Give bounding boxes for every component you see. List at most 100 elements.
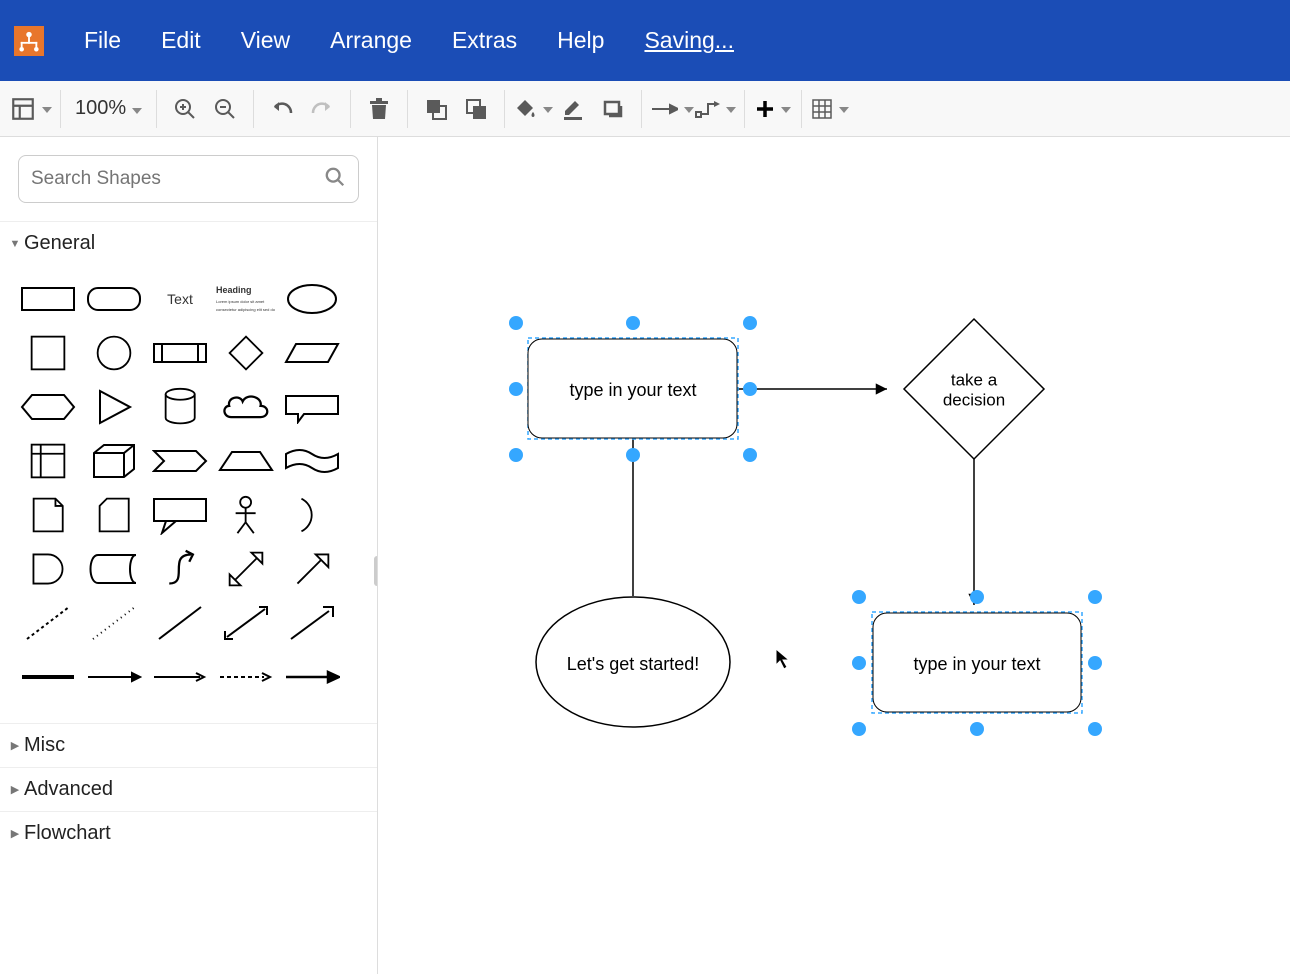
shape-connector-thick[interactable]	[18, 655, 78, 699]
shape-cloud[interactable]	[216, 385, 276, 429]
selection-handle[interactable]	[626, 448, 640, 462]
shape-line-bidir[interactable]	[216, 601, 276, 645]
selection-handle[interactable]	[1088, 722, 1102, 736]
selection-handle[interactable]	[509, 448, 523, 462]
delete-button[interactable]	[359, 89, 399, 129]
selection-handle[interactable]	[852, 656, 866, 670]
category-advanced[interactable]: Advanced	[0, 767, 377, 811]
zoom-value: 100%	[75, 97, 126, 120]
connection-style-button[interactable]	[650, 89, 694, 129]
shape-process[interactable]	[150, 331, 210, 375]
shape-dashed-line[interactable]	[18, 601, 78, 645]
shape-hexagon[interactable]	[18, 385, 78, 429]
node-rect2-text: type in your text	[913, 654, 1040, 674]
category-label: Misc	[24, 734, 65, 757]
shape-callout-rect[interactable]	[282, 385, 342, 429]
shape-line-arrow[interactable]	[282, 601, 342, 645]
shape-data-storage[interactable]	[84, 547, 144, 591]
selection-handle[interactable]	[743, 382, 757, 396]
search-icon	[324, 166, 346, 193]
shape-diamond[interactable]	[216, 331, 276, 375]
shape-curve[interactable]	[150, 547, 210, 591]
shape-line[interactable]	[150, 601, 210, 645]
shape-arrow[interactable]	[282, 547, 342, 591]
shape-tape[interactable]	[282, 439, 342, 483]
shape-callout[interactable]	[150, 493, 210, 537]
menu-help[interactable]: Help	[557, 27, 604, 54]
selection-handle[interactable]	[970, 590, 984, 604]
line-color-button[interactable]	[553, 89, 593, 129]
workspace: General Text HeadingLorem ipsum dolor si…	[0, 137, 1290, 974]
shape-card[interactable]	[84, 493, 144, 537]
shape-cylinder[interactable]	[150, 385, 210, 429]
category-flowchart[interactable]: Flowchart	[0, 811, 377, 855]
fill-color-button[interactable]	[513, 89, 553, 129]
shape-and[interactable]	[18, 547, 78, 591]
shadow-button[interactable]	[593, 89, 633, 129]
menu-view[interactable]: View	[241, 27, 290, 54]
shape-connector-open-arrow[interactable]	[150, 655, 210, 699]
shape-circle[interactable]	[84, 331, 144, 375]
shape-internal-storage[interactable]	[18, 439, 78, 483]
menu-arrange[interactable]: Arrange	[330, 27, 412, 54]
zoom-select[interactable]: 100%	[69, 97, 148, 120]
shape-connector-dashed-arrow[interactable]	[216, 655, 276, 699]
category-label: General	[24, 232, 95, 255]
menu-file[interactable]: File	[84, 27, 121, 54]
shape-connector-filled-arrow[interactable]	[282, 655, 342, 699]
app-logo[interactable]	[14, 26, 44, 56]
menu-edit[interactable]: Edit	[161, 27, 201, 54]
category-label: Flowchart	[24, 822, 111, 845]
node-ellipse[interactable]: Let's get started!	[536, 597, 730, 727]
selection-handle[interactable]	[626, 316, 640, 330]
selection-handle[interactable]	[1088, 590, 1102, 604]
shape-rectangle[interactable]	[18, 277, 78, 321]
selection-handle[interactable]	[970, 722, 984, 736]
shape-cube[interactable]	[84, 439, 144, 483]
shape-ellipse[interactable]	[282, 277, 342, 321]
shape-text[interactable]: Text	[150, 277, 210, 321]
menu-extras[interactable]: Extras	[452, 27, 517, 54]
selection-handle[interactable]	[509, 382, 523, 396]
to-front-button[interactable]	[416, 89, 456, 129]
selection-handle[interactable]	[743, 316, 757, 330]
to-back-button[interactable]	[456, 89, 496, 129]
shape-square[interactable]	[18, 331, 78, 375]
waypoints-button[interactable]	[694, 89, 736, 129]
diagram-canvas[interactable]: type in your text take a decision Let's …	[378, 137, 1290, 974]
shape-note[interactable]	[18, 493, 78, 537]
zoom-out-button[interactable]	[205, 89, 245, 129]
shapes-palette-general: Text HeadingLorem ipsum dolor sit amet c…	[0, 265, 377, 723]
selection-handle[interactable]	[509, 316, 523, 330]
category-general[interactable]: General	[0, 221, 377, 265]
shape-parallelogram[interactable]	[282, 331, 342, 375]
search-shapes-input[interactable]	[18, 155, 359, 203]
selection-handle[interactable]	[743, 448, 757, 462]
selection-handle[interactable]	[852, 722, 866, 736]
shape-trapezoid[interactable]	[216, 439, 276, 483]
shape-rounded-rectangle[interactable]	[84, 277, 144, 321]
panels-button[interactable]	[10, 89, 52, 129]
insert-button[interactable]	[753, 89, 793, 129]
selection-handle[interactable]	[1088, 656, 1102, 670]
shape-actor[interactable]	[216, 493, 276, 537]
mouse-cursor	[774, 647, 792, 677]
shape-step[interactable]	[150, 439, 210, 483]
category-misc[interactable]: Misc	[0, 723, 377, 767]
shape-dotted-line[interactable]	[84, 601, 144, 645]
redo-button[interactable]	[302, 89, 342, 129]
selection-handle[interactable]	[852, 590, 866, 604]
node-rect2[interactable]: type in your text	[852, 590, 1102, 736]
node-rect1-text: type in your text	[569, 380, 696, 400]
shape-connector-arrow[interactable]	[84, 655, 144, 699]
node-diamond[interactable]: take a decision	[904, 319, 1044, 459]
shape-bidirectional-arrow[interactable]	[216, 547, 276, 591]
table-button[interactable]	[810, 89, 850, 129]
shape-half-circle-right[interactable]	[282, 493, 342, 537]
search-field[interactable]	[31, 168, 324, 190]
save-status[interactable]: Saving...	[644, 27, 734, 54]
undo-button[interactable]	[262, 89, 302, 129]
shape-triangle[interactable]	[84, 385, 144, 429]
shape-heading[interactable]: HeadingLorem ipsum dolor sit amet consec…	[216, 277, 276, 321]
zoom-in-button[interactable]	[165, 89, 205, 129]
